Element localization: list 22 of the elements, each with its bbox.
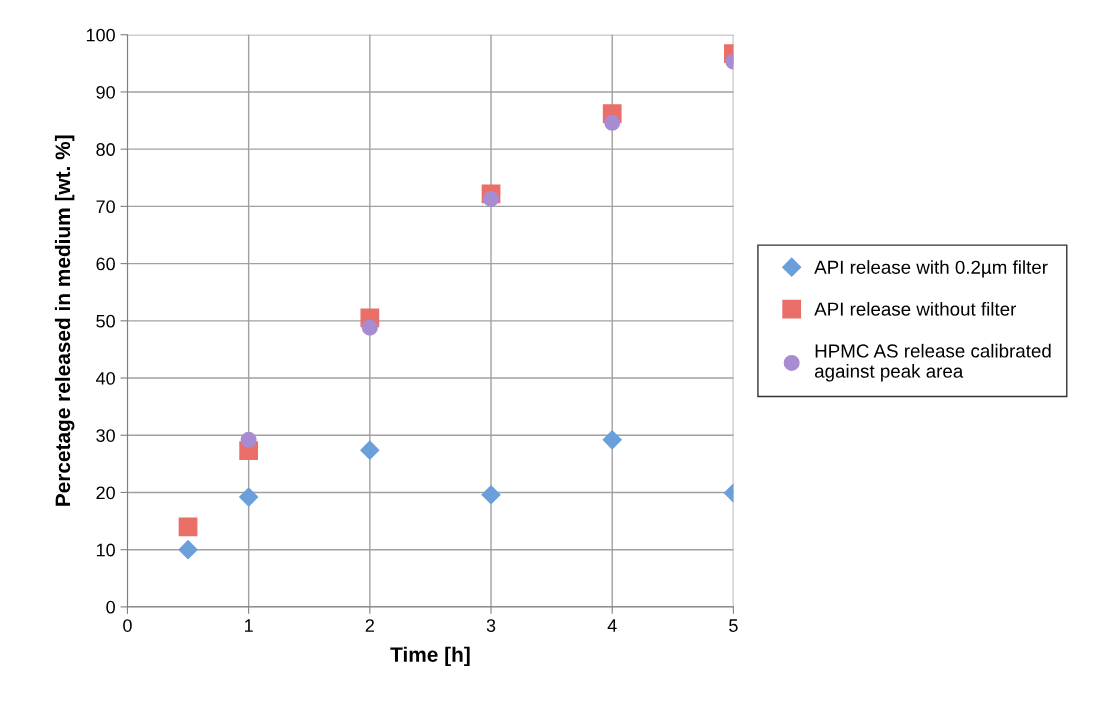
y-tick-label: 50	[96, 314, 115, 328]
y-tick-label: 80	[96, 143, 115, 156]
y-tick-label: 0	[106, 600, 115, 614]
x-tick-label: 3	[486, 619, 496, 632]
legend-label: API release without filter	[814, 301, 1017, 316]
y-tick-label: 30	[96, 429, 115, 442]
x-tick-label: 1	[245, 619, 253, 632]
x-tick-label: 2	[365, 619, 374, 632]
y-tick-label: 40	[95, 371, 115, 385]
x-tick-label: 5	[729, 619, 738, 632]
legend-label: HPMC AS release calibrated against peak area	[814, 343, 1051, 382]
x-tick-label: 0	[123, 619, 132, 632]
x-tick-label: 4	[607, 619, 617, 632]
y-tick-label: 60	[96, 257, 115, 271]
y-tick-label: 20	[96, 486, 115, 500]
y-axis-title: Percetage released in medium [wt. %]	[54, 135, 75, 506]
x-axis-title: Time [h]	[390, 646, 470, 667]
y-tick-label: 10	[96, 543, 115, 557]
y-tick-label: 70	[96, 200, 115, 214]
legend-label: API release with 0.2µm filter	[814, 260, 1048, 278]
y-tick-label: 90	[96, 85, 115, 99]
y-tick-label: 100	[86, 28, 115, 42]
